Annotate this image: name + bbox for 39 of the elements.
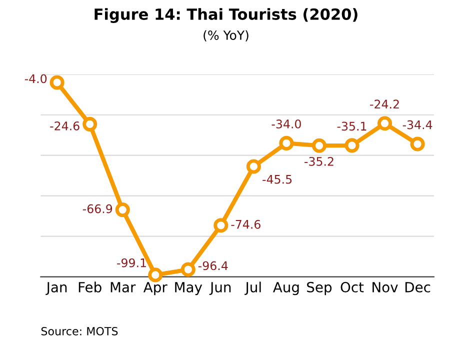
data-label: -24.2 [370,100,399,108]
data-label: -35.2 [304,156,334,166]
chart-title: Figure 14: Thai Tourists (2020) [94,8,358,24]
x-tick-label: May [175,282,202,296]
point [214,218,228,233]
data-label: -66.9 [82,204,112,214]
point [279,136,294,150]
data-label: -74.6 [231,220,260,229]
data-label: -24.6 [50,121,80,130]
point [115,202,130,218]
chart-subtitle: (% YoY) [204,30,248,42]
x-tick-label: Apr [143,282,168,296]
x-tick-label: Jul [244,282,261,295]
data-label: -96.4 [198,261,228,270]
data-label: -34.4 [402,120,432,130]
source-note: Source: MOTS [41,326,118,336]
x-tick-label: Nov [372,282,398,292]
point [344,138,360,153]
point [180,262,196,277]
data-label: -34.0 [272,119,301,128]
x-tick-label: Jan [46,282,67,295]
point [246,159,261,174]
point [312,138,327,153]
point [82,116,98,132]
x-tick-label: Sep [307,282,332,296]
x-tick-label: Oct [340,282,364,292]
point [148,268,163,282]
data-label: -99.1 [117,258,146,268]
x-tick-label: Dec [405,282,430,292]
point [50,75,64,90]
x-tick-label: Aug [273,282,299,296]
data-label: -35.1 [337,122,366,131]
x-tick-label: Feb [78,282,102,292]
data-label: -45.5 [262,175,292,184]
x-tick-label: Jun [209,282,231,295]
data-label: -4.0 [24,74,47,84]
point [377,116,392,131]
point [410,136,425,152]
x-tick-label: Mar [110,282,136,292]
